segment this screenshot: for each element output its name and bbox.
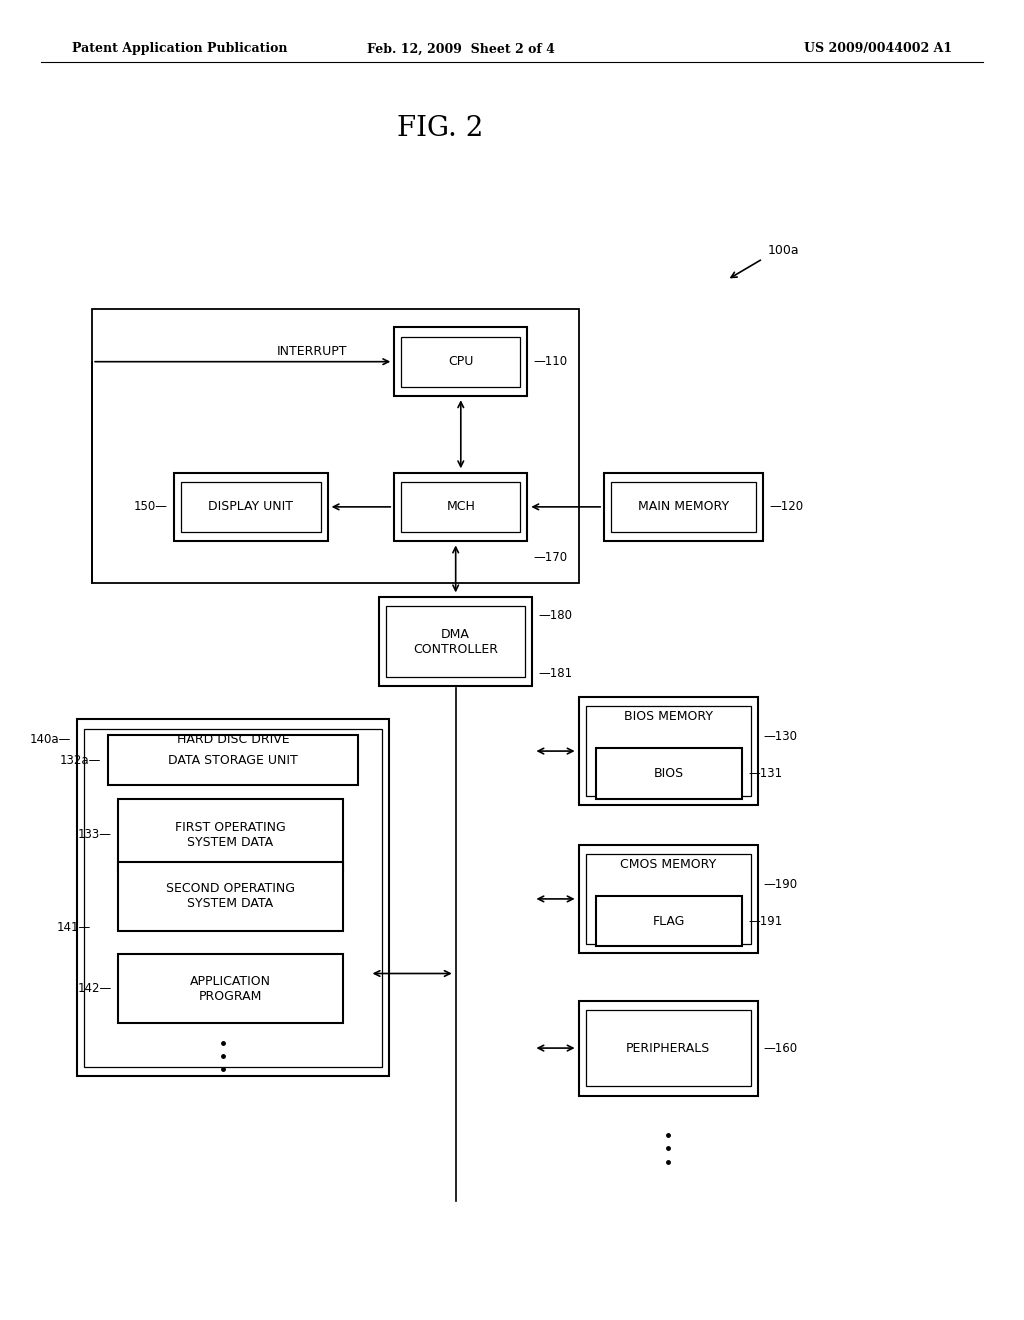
Text: —120: —120: [769, 500, 803, 513]
Bar: [174, 473, 328, 541]
Text: Patent Application Publication: Patent Application Publication: [72, 42, 287, 55]
Text: —130: —130: [764, 730, 798, 743]
Bar: [92, 309, 579, 583]
Bar: [586, 854, 751, 944]
Text: CPU: CPU: [449, 355, 473, 368]
Bar: [386, 606, 525, 677]
Text: 100a: 100a: [768, 244, 800, 257]
Text: SECOND OPERATING
SYSTEM DATA: SECOND OPERATING SYSTEM DATA: [166, 882, 295, 911]
Text: HARD DISC DRIVE: HARD DISC DRIVE: [177, 733, 289, 746]
Text: DMA
CONTROLLER: DMA CONTROLLER: [413, 627, 499, 656]
Text: FLAG: FLAG: [653, 915, 685, 928]
Bar: [394, 473, 527, 541]
Text: DISPLAY UNIT: DISPLAY UNIT: [208, 500, 294, 513]
Bar: [611, 482, 756, 532]
Text: PERIPHERALS: PERIPHERALS: [626, 1041, 711, 1055]
Text: —110: —110: [534, 355, 567, 368]
Bar: [118, 862, 343, 931]
Text: INTERRUPT: INTERRUPT: [278, 345, 347, 358]
Text: US 2009/0044002 A1: US 2009/0044002 A1: [804, 42, 952, 55]
Text: —160: —160: [764, 1041, 798, 1055]
Text: APPLICATION
PROGRAM: APPLICATION PROGRAM: [189, 974, 271, 1003]
Bar: [596, 896, 742, 946]
Text: —170: —170: [534, 550, 567, 564]
Text: —181: —181: [539, 667, 572, 680]
Bar: [401, 337, 520, 387]
Text: BIOS: BIOS: [654, 767, 684, 780]
Text: CMOS MEMORY: CMOS MEMORY: [621, 858, 716, 871]
Text: BIOS MEMORY: BIOS MEMORY: [624, 710, 713, 723]
Text: MAIN MEMORY: MAIN MEMORY: [638, 500, 729, 513]
Text: MCH: MCH: [446, 500, 475, 513]
Text: 150—: 150—: [134, 500, 168, 513]
Text: FIRST OPERATING
SYSTEM DATA: FIRST OPERATING SYSTEM DATA: [175, 821, 286, 849]
Text: Feb. 12, 2009  Sheet 2 of 4: Feb. 12, 2009 Sheet 2 of 4: [367, 42, 555, 55]
Bar: [379, 597, 532, 686]
Text: 133—: 133—: [78, 829, 112, 841]
Bar: [394, 327, 527, 396]
Bar: [596, 748, 742, 799]
Text: 140a—: 140a—: [30, 733, 71, 746]
Text: FIG. 2: FIG. 2: [397, 115, 483, 141]
Text: 132a—: 132a—: [60, 754, 101, 767]
Bar: [181, 482, 321, 532]
Bar: [586, 1010, 751, 1086]
Bar: [108, 735, 358, 785]
Text: DATA STORAGE UNIT: DATA STORAGE UNIT: [168, 754, 298, 767]
Bar: [579, 697, 758, 805]
Text: —191: —191: [749, 915, 782, 928]
Bar: [118, 799, 343, 871]
Bar: [604, 473, 763, 541]
Bar: [579, 1001, 758, 1096]
Bar: [586, 706, 751, 796]
Text: —190: —190: [764, 878, 798, 891]
Bar: [84, 729, 382, 1067]
Bar: [579, 845, 758, 953]
Text: —131: —131: [749, 767, 782, 780]
Bar: [97, 891, 369, 1056]
Text: 142—: 142—: [78, 982, 112, 995]
Text: —180: —180: [539, 609, 572, 622]
Text: 141—: 141—: [57, 921, 91, 933]
Bar: [401, 482, 520, 532]
Bar: [77, 719, 389, 1076]
Bar: [118, 954, 343, 1023]
